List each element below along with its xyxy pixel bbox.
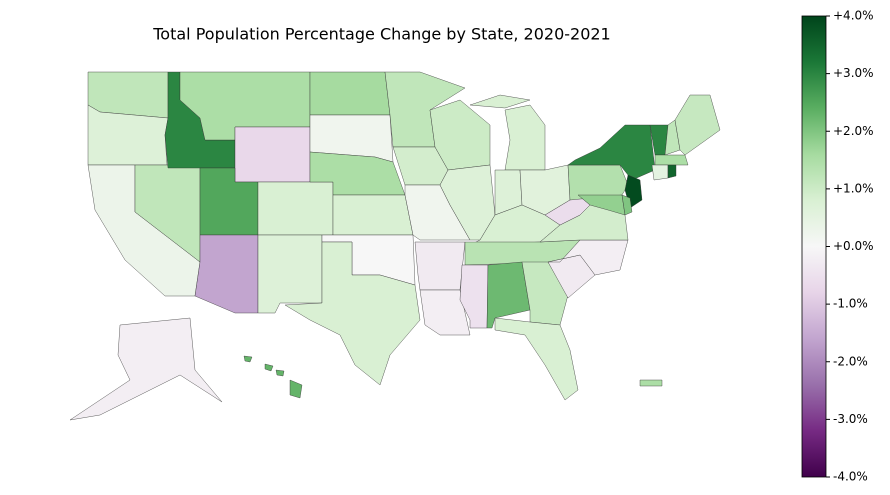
colorbar-tick-label: +0.0% bbox=[833, 239, 874, 253]
state bbox=[332, 194, 414, 236]
state bbox=[87, 71, 169, 119]
colorbar-tick-label: +2.0% bbox=[833, 124, 874, 138]
chart-title: Total Population Percentage Change by St… bbox=[152, 25, 610, 44]
state bbox=[639, 379, 663, 387]
state bbox=[621, 194, 633, 216]
colorbar-tick-label: -3.0% bbox=[833, 412, 868, 426]
state bbox=[439, 164, 496, 241]
state bbox=[674, 94, 721, 156]
colorbar-tick-label: +4.0% bbox=[833, 9, 874, 23]
colorbar bbox=[801, 15, 827, 478]
state bbox=[257, 234, 323, 314]
state bbox=[309, 71, 391, 116]
colorbar-tick-label: +1.0% bbox=[833, 181, 874, 195]
state bbox=[577, 194, 626, 216]
state bbox=[234, 126, 311, 183]
state bbox=[243, 355, 303, 399]
state bbox=[667, 164, 677, 179]
state bbox=[284, 241, 421, 386]
state bbox=[567, 164, 629, 201]
colorbar-tick-label: +3.0% bbox=[833, 66, 874, 80]
state bbox=[419, 289, 471, 336]
state bbox=[494, 317, 579, 401]
state bbox=[651, 164, 669, 181]
colorbar-tick-label: -4.0% bbox=[833, 470, 868, 484]
colorbar-tick-label: -1.0% bbox=[833, 297, 868, 311]
state bbox=[414, 241, 466, 291]
state bbox=[257, 181, 334, 236]
states bbox=[69, 71, 721, 421]
state bbox=[194, 234, 259, 314]
colorbar-tick-label: -2.0% bbox=[833, 354, 868, 368]
state bbox=[654, 154, 689, 166]
state bbox=[69, 317, 223, 421]
